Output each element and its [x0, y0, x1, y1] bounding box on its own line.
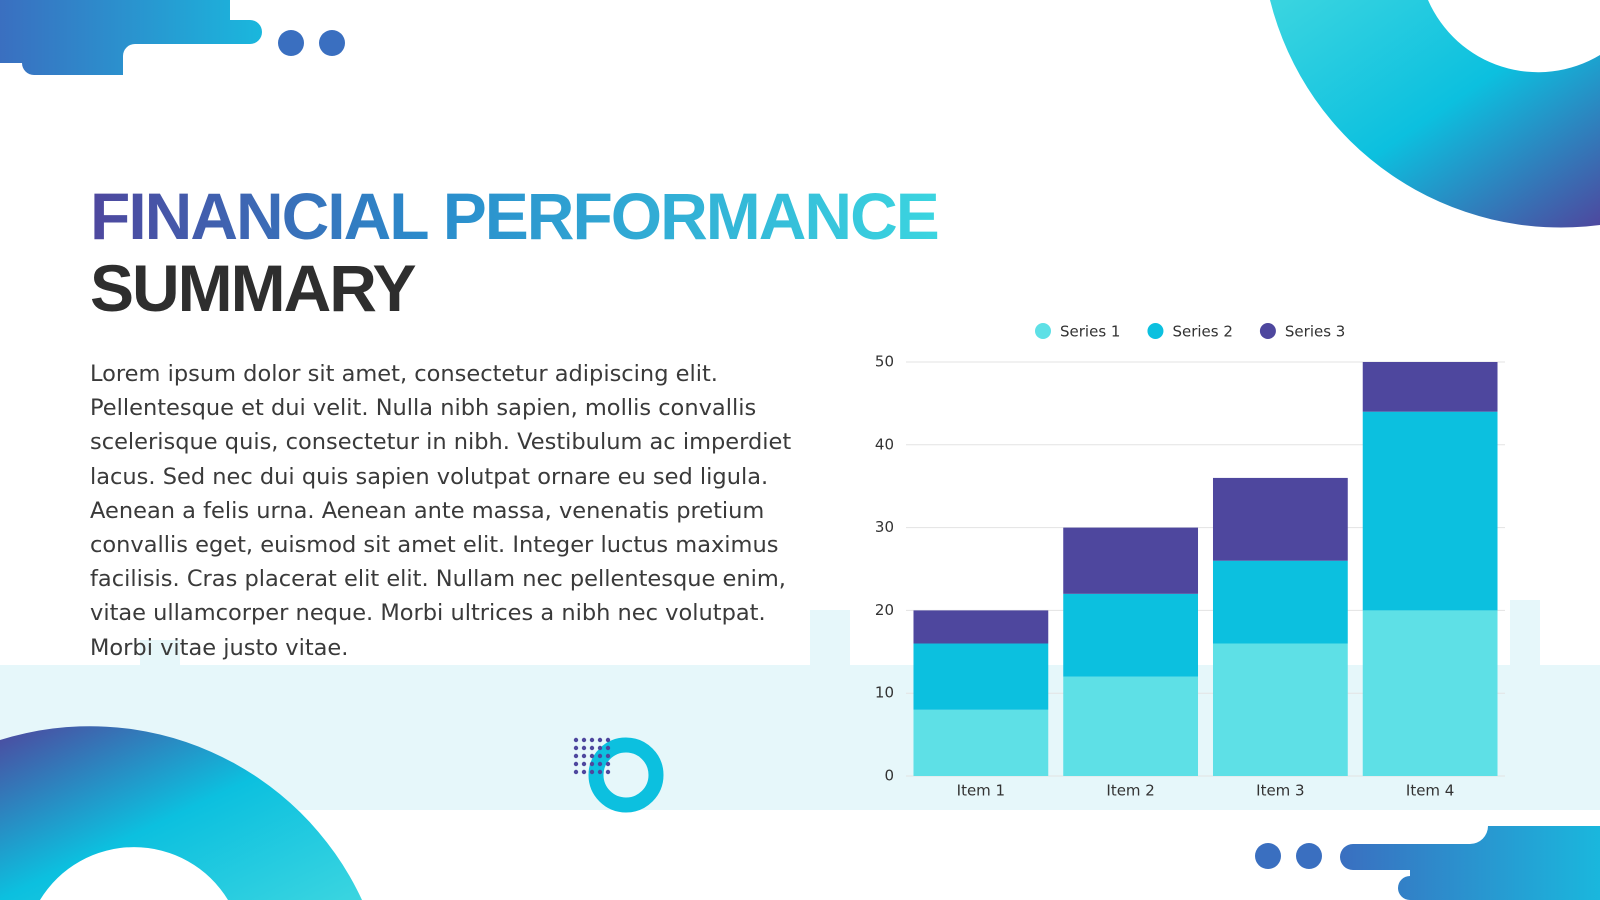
bar-segment [1362, 362, 1498, 412]
dot [1255, 843, 1281, 869]
dot [278, 30, 304, 56]
legend-swatch [1147, 323, 1164, 339]
x-tick-label: Item 4 [1406, 782, 1454, 800]
legend-swatch [1259, 323, 1276, 339]
y-tick-label: 0 [884, 767, 894, 785]
title-line2: SUMMARY [90, 251, 417, 325]
y-tick-label: 20 [875, 601, 894, 619]
bar-segment [1063, 593, 1199, 677]
bar-segment [1212, 643, 1348, 776]
shape-top-right [1270, 0, 1600, 228]
paragraph: Lorem ipsum dolor sit amet, consectetur … [90, 361, 792, 661]
x-tick-label: Item 3 [1256, 782, 1304, 800]
bar-segment [913, 643, 1049, 710]
legend-label: Series 3 [1285, 323, 1345, 341]
y-tick-label: 30 [875, 518, 894, 536]
dot [319, 30, 345, 56]
bar-segment [1362, 411, 1498, 611]
legend-label: Series 2 [1172, 323, 1232, 341]
x-tick-label: Item 2 [1106, 782, 1154, 800]
bar-segment [1212, 477, 1348, 561]
title-line1: FINANCIAL PERFORMANCE [90, 179, 940, 253]
bar-segment [1063, 676, 1199, 776]
shape-bottom-right [1340, 826, 1600, 900]
dot [1296, 843, 1322, 869]
legend-swatch [1035, 323, 1051, 339]
ring [588, 737, 664, 813]
shape-bottom-left [0, 726, 362, 900]
shape-top-left [0, 0, 262, 75]
x-tick-label: Item 1 [957, 782, 1005, 800]
legend-label: Series 1 [1060, 323, 1120, 341]
dot-grid [573, 737, 611, 775]
bar-segment [1063, 527, 1199, 594]
bar-segment [1212, 560, 1348, 644]
bar-segment [1362, 610, 1498, 776]
y-tick-label: 40 [875, 435, 894, 453]
y-tick-label: 50 [875, 353, 894, 371]
bar-segment [913, 610, 1049, 644]
bar-segment [913, 709, 1049, 776]
y-tick-label: 10 [875, 684, 894, 702]
